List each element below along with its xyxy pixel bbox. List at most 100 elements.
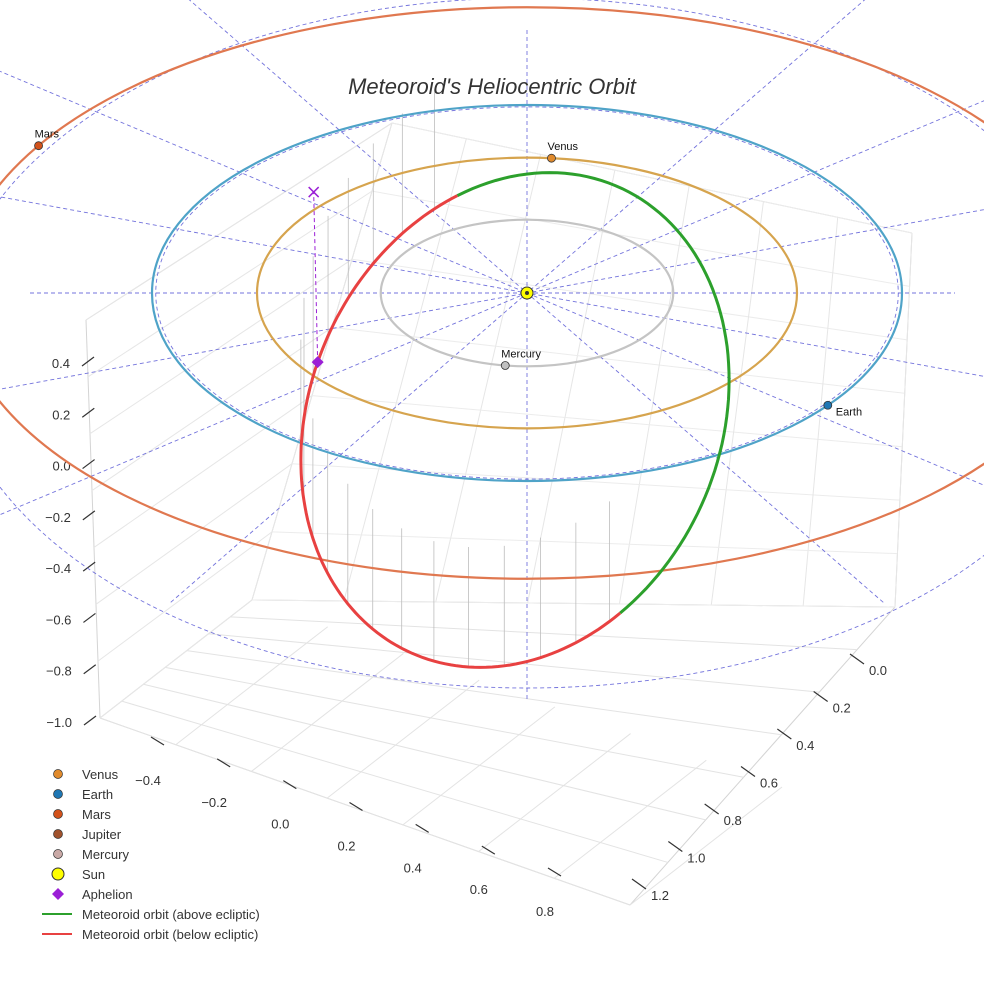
axis-ticks: 0.4 0.2 0.0 −0.2 −0.4 −0.6 −0.8 −1.0 −0.4 −0.2 0.0…	[45, 356, 887, 919]
y-tick-mark	[740, 766, 756, 777]
floor-gridline	[553, 759, 707, 879]
planet-orbits	[0, 6, 984, 580]
legend-dot	[53, 769, 63, 779]
legend-symbol	[38, 844, 78, 864]
z-tick-mark	[82, 459, 95, 470]
x-tick-mark	[547, 867, 562, 877]
floor-gridline	[402, 706, 556, 826]
z-tick-label: −0.6	[46, 612, 72, 627]
legend-label: Jupiter	[82, 826, 122, 842]
wall-gridline	[311, 395, 903, 448]
wall-gridline	[618, 185, 690, 605]
floor-gridline	[175, 626, 329, 746]
floor-gridline	[629, 786, 783, 906]
legend-dot	[53, 789, 63, 799]
floor-gridline	[186, 650, 782, 736]
wall-gridline	[894, 232, 913, 608]
legend-item: Venus	[38, 764, 260, 784]
legend-item: Earth	[38, 784, 260, 804]
polar-grid	[0, 0, 984, 700]
legend-label: Mercury	[82, 846, 129, 862]
legend-symbol	[38, 764, 78, 784]
mercury-label: Mercury	[501, 349, 541, 361]
z-tick-label: −1.0	[46, 715, 72, 730]
wall-gridline	[271, 531, 898, 555]
floor-gridline	[251, 653, 404, 772]
legend-item: Sun	[38, 864, 260, 884]
wall-gridline	[95, 463, 293, 605]
legend-symbol	[38, 784, 78, 804]
wall-gridline	[527, 170, 616, 604]
legend-dot	[53, 829, 63, 839]
orbit-earth	[150, 103, 904, 483]
wall-gridline	[331, 326, 905, 394]
chart-title: Meteoroid's Heliocentric Orbit	[348, 74, 636, 99]
z-tick-label: 0.2	[52, 407, 70, 422]
legend-item: Meteoroid orbit (above ecliptic)	[38, 904, 260, 924]
legend-label: Venus	[82, 766, 119, 782]
x-tick-mark	[150, 736, 165, 746]
wall-gridline	[291, 463, 900, 501]
wall-gridline	[87, 190, 373, 378]
wall-gridline	[802, 217, 839, 607]
legend-sun	[51, 867, 65, 881]
markers: Mercury Venus Earth Mars	[34, 129, 862, 418]
wall-gridline	[89, 258, 353, 435]
venus-label: Venus	[547, 141, 578, 153]
legend-symbol	[38, 884, 78, 904]
z-tick-mark	[82, 561, 96, 572]
legend-label: Meteoroid orbit (above ecliptic)	[82, 906, 260, 922]
legend-dot	[53, 849, 63, 859]
meteoroid-orbit-below	[299, 194, 622, 669]
wall-gridline	[371, 190, 910, 287]
wall-gridline	[99, 599, 253, 719]
y-tick-label: 1.2	[651, 888, 669, 903]
y-tick-label: 0.4	[796, 738, 814, 753]
orbit-mars	[0, 6, 984, 580]
x-tick-mark	[481, 845, 496, 855]
legend-item: Mars	[38, 804, 260, 824]
x-tick-mark	[283, 780, 297, 790]
mars-label: Mars	[35, 129, 60, 141]
y-tick-label: 0.6	[760, 776, 778, 791]
y-tick-mark	[704, 803, 720, 815]
legend-label: Meteoroid orbit (below ecliptic)	[82, 926, 259, 942]
y-tick-label: 0.8	[724, 813, 742, 828]
legend: Venus Earth Mars Jupiter Mercury Sun Aphelion M…	[38, 764, 260, 944]
floor-gridline	[143, 683, 706, 821]
mars-marker	[34, 141, 43, 151]
meteoroid-orbit-above	[456, 171, 731, 615]
aphelion-stem	[313, 192, 319, 363]
wall-gridline	[435, 154, 542, 603]
z-tick-label: 0.0	[52, 459, 70, 474]
earth-label: Earth	[836, 406, 862, 418]
legend-symbol	[38, 864, 78, 884]
legend-symbol	[38, 824, 78, 844]
y-tick-mark	[776, 728, 792, 740]
z-tick-label: −0.4	[45, 561, 71, 576]
wall-gridline	[251, 599, 896, 608]
wall-gridline	[85, 122, 393, 321]
wall-gridline	[710, 201, 764, 606]
legend-label: Aphelion	[82, 886, 133, 902]
x-tick-label: 0.2	[337, 839, 355, 854]
floor-gridline	[121, 700, 668, 863]
y-tick-label: 1.0	[687, 851, 705, 866]
orbit-mercury	[379, 218, 675, 368]
x-tick-label: 0.4	[404, 860, 422, 875]
wall-gridline	[343, 138, 467, 602]
wall-gridline	[351, 258, 908, 341]
z-tick-mark	[81, 356, 95, 367]
legend-item: Jupiter	[38, 824, 260, 844]
meteoroid-orbit	[299, 171, 731, 669]
x-tick-label: 0.8	[536, 904, 554, 919]
aphelion-projection-marker	[308, 186, 320, 198]
legend-item: Mercury	[38, 844, 260, 864]
floor-gridline	[230, 616, 858, 651]
floor-gridline	[326, 679, 480, 799]
polar-spoke	[0, 70, 984, 486]
z-tick-mark	[81, 407, 95, 418]
y-tick-mark	[631, 878, 647, 890]
venus-marker	[547, 153, 556, 163]
